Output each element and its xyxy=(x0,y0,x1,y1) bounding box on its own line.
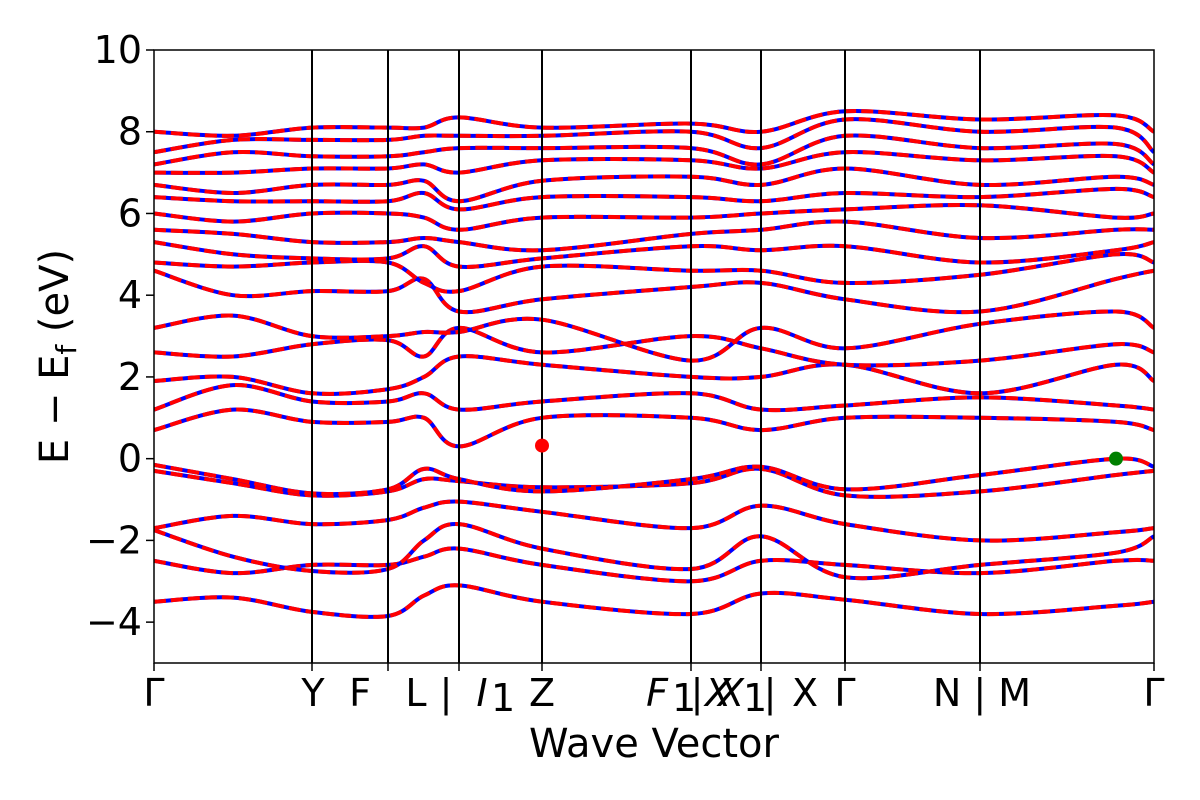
x-axis-label: Wave Vector xyxy=(529,721,780,767)
xtick-label-16: Γ xyxy=(834,671,855,715)
plot-frame xyxy=(153,49,1155,664)
extrema-markers xyxy=(535,438,1123,466)
xtick-label-11: X xyxy=(703,671,732,715)
ytick-label: 4 xyxy=(118,273,142,317)
ytick-label: 10 xyxy=(94,28,142,72)
y-axis-label: E − Ef (eV) xyxy=(32,249,83,464)
ytick-label: −4 xyxy=(86,600,142,644)
marker-cbm xyxy=(535,438,549,453)
y-axis-label-main: E − E xyxy=(32,355,78,465)
xtick-label-9: 1 xyxy=(672,676,696,720)
ytick-label: −2 xyxy=(86,518,142,562)
ytick-label: 0 xyxy=(118,437,142,481)
xtick-label-10: | xyxy=(691,671,704,716)
xtick-label-18: Γ xyxy=(1143,671,1164,715)
band-18-spin-down xyxy=(154,150,1154,175)
band-14-spin-down xyxy=(154,219,1154,253)
xtick-label-13: 1 xyxy=(743,676,767,720)
y-axis-ticks: −4 −2 0 2 4 6 8 10 xyxy=(86,28,154,644)
xtick-label-1: Y xyxy=(300,671,325,715)
ytick-label: 2 xyxy=(118,355,142,399)
band-15-spin-down xyxy=(154,203,1154,232)
xtick-label-8: F xyxy=(646,671,669,715)
xtick-label-17: N | M xyxy=(933,671,1031,716)
xtick-label-4: | xyxy=(440,671,453,716)
xtick-label-7: Z xyxy=(529,671,555,715)
marker-vbm xyxy=(1109,451,1123,466)
y-axis-label-sub: f xyxy=(50,344,83,355)
kpoint-vertical-lines xyxy=(311,50,981,663)
xtick-label-3: L xyxy=(405,671,426,715)
xtick-label-0: Γ xyxy=(143,671,164,715)
xtick-label-15: X xyxy=(792,671,818,715)
xtick-label-5: I xyxy=(476,671,487,715)
xtick-label-12: X xyxy=(716,671,745,715)
ytick-label: 6 xyxy=(118,191,142,235)
xtick-label-6: 1 xyxy=(491,676,515,720)
xtick-label-2: F xyxy=(349,671,371,715)
xtick-label-14: | xyxy=(764,671,777,716)
y-axis-label-unit: (eV) xyxy=(32,249,78,345)
ytick-label: 8 xyxy=(118,110,142,154)
